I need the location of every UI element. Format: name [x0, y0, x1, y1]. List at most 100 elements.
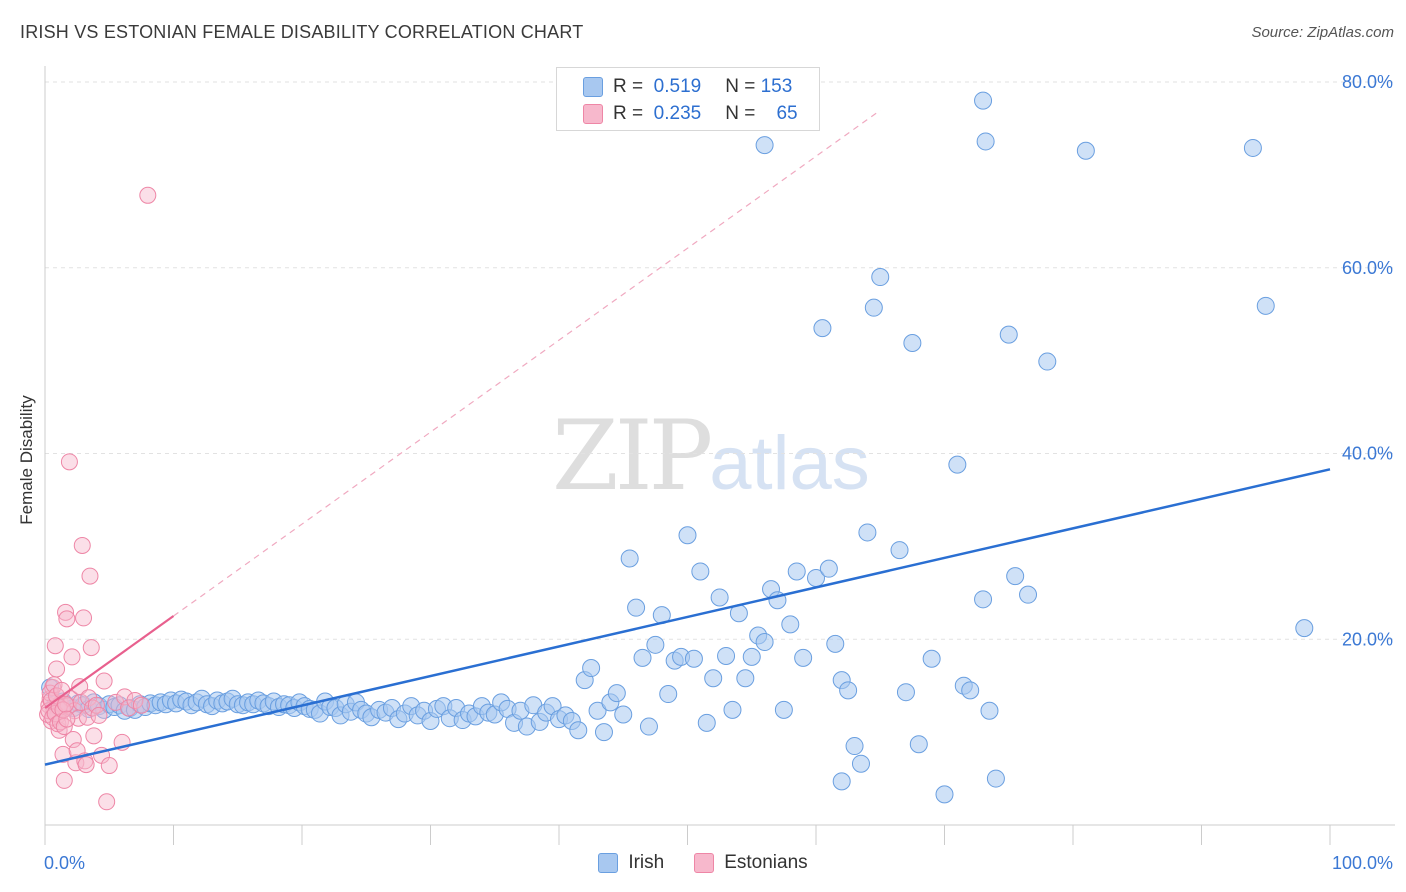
irish-point: [684, 649, 703, 668]
estonians-point: [132, 696, 150, 714]
estonians-r-label: R =: [613, 103, 644, 124]
irish-point: [607, 684, 626, 703]
irish-point: [646, 635, 665, 654]
legend-item-estonians[interactable]: Estonians: [694, 852, 808, 874]
irish-point: [974, 91, 993, 110]
irish-point: [961, 681, 980, 700]
irish-point: [851, 754, 870, 773]
irish-point: [787, 562, 806, 581]
irish-point: [974, 590, 993, 609]
irish-point: [903, 333, 922, 352]
watermark-zip: ZIP: [552, 400, 713, 512]
irish-point: [826, 634, 845, 653]
estonians-n-label: N =: [725, 103, 756, 124]
irish-point: [1019, 585, 1038, 604]
estonians-point: [98, 793, 116, 811]
estonians-point: [63, 648, 81, 666]
estonians-r-value: 0.235: [653, 103, 702, 124]
irish-point: [620, 549, 639, 568]
estonians-point: [139, 186, 157, 204]
irish-point: [723, 700, 742, 719]
irish-swatch: [583, 77, 603, 97]
y-tick-label: 60.0%: [1342, 258, 1393, 278]
irish-point: [1076, 141, 1095, 160]
irish-point: [717, 646, 736, 665]
irish-point: [976, 132, 995, 151]
irish-point: [678, 526, 697, 545]
irish-point: [781, 615, 800, 634]
y-tick-label: 40.0%: [1342, 444, 1393, 464]
y-tick-label: 20.0%: [1342, 629, 1393, 649]
irish-point: [594, 723, 613, 742]
irish-point: [813, 319, 832, 338]
irish-trend-line: [44, 468, 1331, 766]
irish-point: [755, 633, 774, 652]
estonians-point: [95, 672, 113, 690]
irish-point: [659, 685, 678, 704]
correlation-legend: R = 0.519 N = 153 R = 0.235 N = 65: [556, 67, 820, 131]
source-label: Source: ZipAtlas.com: [1251, 24, 1394, 41]
estonians-point: [55, 771, 73, 789]
irish-point: [710, 588, 729, 607]
estonians-point: [100, 757, 118, 775]
irish-legend-swatch: [598, 853, 619, 873]
irish-point: [864, 298, 883, 317]
estonians-point: [73, 536, 91, 554]
irish-point: [691, 562, 710, 581]
irish-point: [697, 713, 716, 732]
chart-title: IRISH VS ESTONIAN FEMALE DISABILITY CORR…: [20, 22, 584, 42]
estonians-point: [58, 610, 76, 628]
estonians-point: [82, 639, 100, 657]
irish-point: [582, 659, 601, 678]
irish-point: [1295, 619, 1314, 638]
estonians-swatch: [583, 104, 603, 124]
irish-point: [819, 559, 838, 578]
irish-point: [845, 737, 864, 756]
irish-point: [755, 136, 774, 155]
estonians-point: [58, 710, 76, 728]
irish-point: [633, 648, 652, 667]
watermark: ZIPatlas: [552, 400, 870, 512]
irish-point: [832, 772, 851, 791]
irish-point: [1256, 296, 1275, 315]
irish-point: [588, 701, 607, 720]
irish-point: [935, 785, 954, 804]
estonians-point: [60, 453, 78, 471]
irish-n-value: 153: [760, 76, 793, 97]
watermark-atlas: atlas: [709, 421, 870, 506]
irish-point: [999, 325, 1018, 344]
irish-point: [858, 523, 877, 542]
legend-row-irish: R = 0.519 N = 153: [583, 75, 792, 99]
legend-row-estonians: R = 0.235 N = 65: [583, 102, 798, 126]
irish-point: [569, 721, 588, 740]
irish-point: [639, 717, 658, 736]
irish-point: [794, 648, 813, 667]
x-tick-label: 100.0%: [1332, 853, 1393, 873]
irish-point: [948, 455, 967, 474]
irish-legend-label: Irish: [628, 852, 665, 873]
irish-point: [986, 769, 1005, 788]
series-legend: Irish Estonians: [0, 852, 1406, 874]
estonians-point: [81, 567, 99, 585]
x-tick-label: 0.0%: [44, 853, 85, 873]
irish-point: [742, 647, 761, 666]
irish-point: [980, 701, 999, 720]
irish-r-label: R =: [613, 76, 644, 97]
estonians-point: [48, 660, 66, 678]
irish-point: [1006, 567, 1025, 586]
estonians-point: [116, 688, 134, 706]
legend-item-irish[interactable]: Irish: [598, 852, 664, 874]
estonians-legend-swatch: [694, 853, 715, 873]
estonians-point: [85, 727, 103, 745]
irish-point: [1038, 352, 1057, 371]
irish-point: [736, 669, 755, 688]
y-tick-label: 80.0%: [1342, 72, 1393, 92]
estonians-n-value: 65: [776, 103, 798, 124]
estonians-point: [46, 637, 64, 655]
irish-point: [896, 683, 915, 702]
estonians-point: [87, 696, 105, 714]
irish-point: [1243, 138, 1262, 157]
estonians-point: [64, 731, 82, 749]
irish-point: [871, 268, 890, 287]
